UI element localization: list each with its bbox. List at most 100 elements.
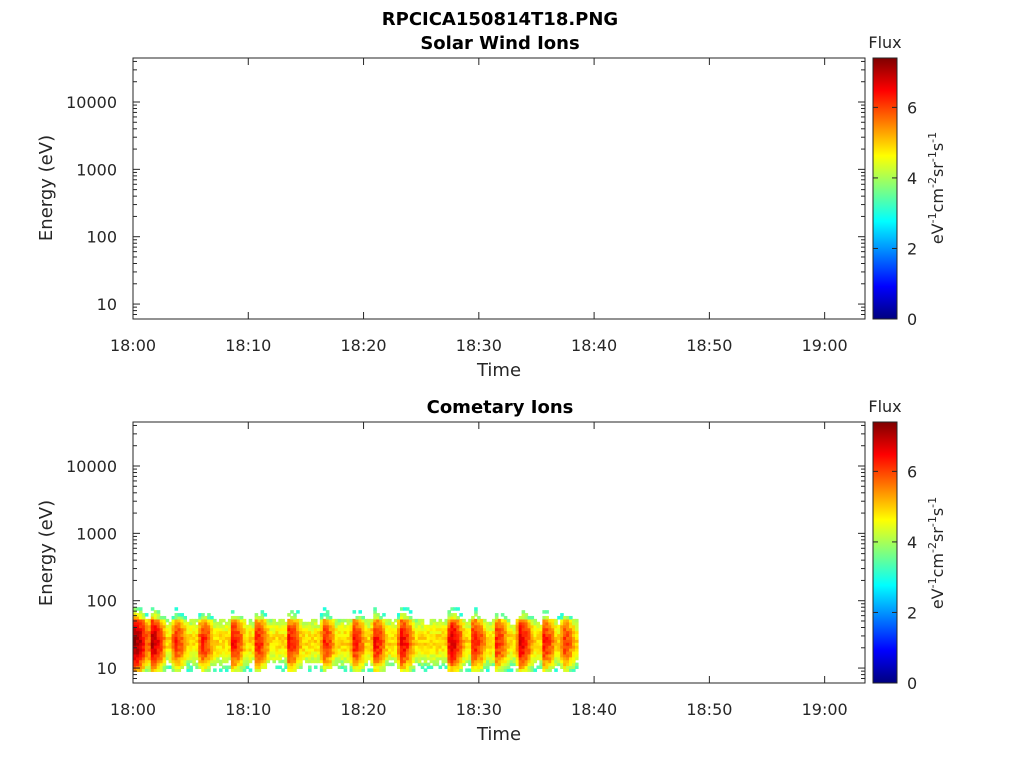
heatmap-cell (370, 630, 374, 635)
heatmap-cell (230, 659, 235, 664)
heatmap-cell (224, 642, 229, 646)
heatmap-cell (198, 662, 202, 667)
heatmap-cell (385, 627, 389, 632)
heatmap-cell (503, 668, 508, 672)
heatmap-cell (566, 645, 570, 649)
heatmap-cell (165, 645, 170, 649)
heatmap-cell (334, 633, 339, 637)
heatmap-cell (423, 639, 428, 643)
heatmap-cell (195, 650, 199, 655)
heatmap-cell (245, 659, 250, 664)
heatmap-cell (560, 656, 564, 661)
heatmap-cell (236, 627, 241, 632)
heatmap-cell (322, 665, 327, 670)
heatmap-cell (293, 618, 297, 623)
heatmap-cell (408, 659, 413, 664)
x-tick-label: 18:40 (571, 336, 617, 355)
heatmap-cell (150, 648, 155, 652)
heatmap-cell (450, 624, 454, 629)
heatmap-cell (227, 621, 232, 626)
heatmap-cell (530, 630, 535, 635)
heatmap-cell (533, 648, 538, 652)
heatmap-cell (159, 662, 164, 667)
x-tick-label: 18:30 (456, 336, 502, 355)
heatmap-cell (453, 618, 457, 623)
heatmap-cell (150, 618, 155, 623)
heatmap-cell (453, 615, 457, 620)
heatmap-cell (281, 653, 285, 658)
heatmap-cell (435, 636, 440, 640)
heatmap-cell (527, 650, 532, 655)
heatmap-cell (299, 630, 303, 635)
heatmap-cell (382, 642, 386, 646)
heatmap-cell (349, 645, 354, 649)
heatmap-cell (266, 630, 271, 635)
heatmap-cell (397, 662, 401, 667)
heatmap-cell (509, 639, 514, 643)
heatmap-cell (364, 645, 368, 649)
heatmap-cell (394, 648, 398, 652)
heatmap-cell (201, 621, 205, 626)
heatmap-cell (503, 636, 508, 640)
heatmap-cell (281, 630, 285, 635)
heatmap-cell (491, 656, 496, 661)
heatmap-cell (474, 624, 478, 629)
heatmap-cell (290, 630, 294, 635)
heatmap-cell (299, 639, 303, 643)
heatmap-cell (204, 662, 208, 667)
x-tick-label: 18:00 (110, 700, 156, 719)
heatmap-cell (221, 656, 226, 661)
heatmap-cell (471, 642, 475, 646)
heatmap-cell (177, 613, 182, 617)
heatmap-cell (236, 624, 241, 629)
heatmap-cell (266, 659, 271, 664)
heatmap-cell (141, 613, 146, 617)
heatmap-cell (275, 648, 279, 652)
heatmap-cell (486, 621, 490, 626)
heatmap-cell (251, 645, 256, 649)
heatmap-cell (453, 656, 457, 661)
heatmap-cell (518, 650, 523, 655)
heatmap-cell (177, 645, 182, 649)
heatmap-cell (171, 665, 176, 670)
heatmap-cell (438, 665, 443, 670)
heatmap-cell (533, 636, 538, 640)
heatmap-cell (494, 665, 499, 670)
heatmap-cell (302, 639, 306, 643)
heatmap-cell (530, 648, 535, 652)
heatmap-cell (423, 653, 428, 658)
heatmap-cell (539, 627, 543, 632)
heatmap-cell (542, 618, 546, 623)
heatmap-cell (239, 662, 244, 667)
heatmap-cell (551, 656, 555, 661)
heatmap-cell (269, 650, 274, 655)
heatmap-cell (456, 633, 460, 637)
heatmap-cell (177, 615, 182, 620)
heatmap-cell (337, 627, 342, 632)
heatmap-cell (213, 639, 217, 643)
heatmap-cell (239, 627, 244, 632)
heatmap-cell (293, 650, 297, 655)
heatmap-cell (216, 648, 220, 652)
heatmap-cell (302, 645, 306, 649)
heatmap-cell (423, 630, 428, 635)
heatmap-cell (346, 633, 351, 637)
heatmap-cell (337, 653, 342, 658)
heatmap-cell (554, 636, 558, 640)
heatmap-cell (560, 653, 564, 658)
heatmap-cell (411, 636, 416, 640)
heatmap-cell (488, 636, 493, 640)
heatmap-cell (281, 621, 285, 626)
heatmap-cell (144, 662, 149, 667)
heatmap-cell (219, 650, 223, 655)
heatmap-cell (548, 648, 552, 652)
heatmap-cell (150, 607, 155, 611)
heatmap-cell (524, 642, 529, 646)
heatmap-cell (177, 650, 182, 655)
heatmap-cell (180, 648, 185, 652)
heatmap-cell (459, 656, 463, 661)
heatmap-cell (456, 662, 460, 667)
heatmap-cell (491, 639, 496, 643)
heatmap-cell (257, 665, 262, 670)
